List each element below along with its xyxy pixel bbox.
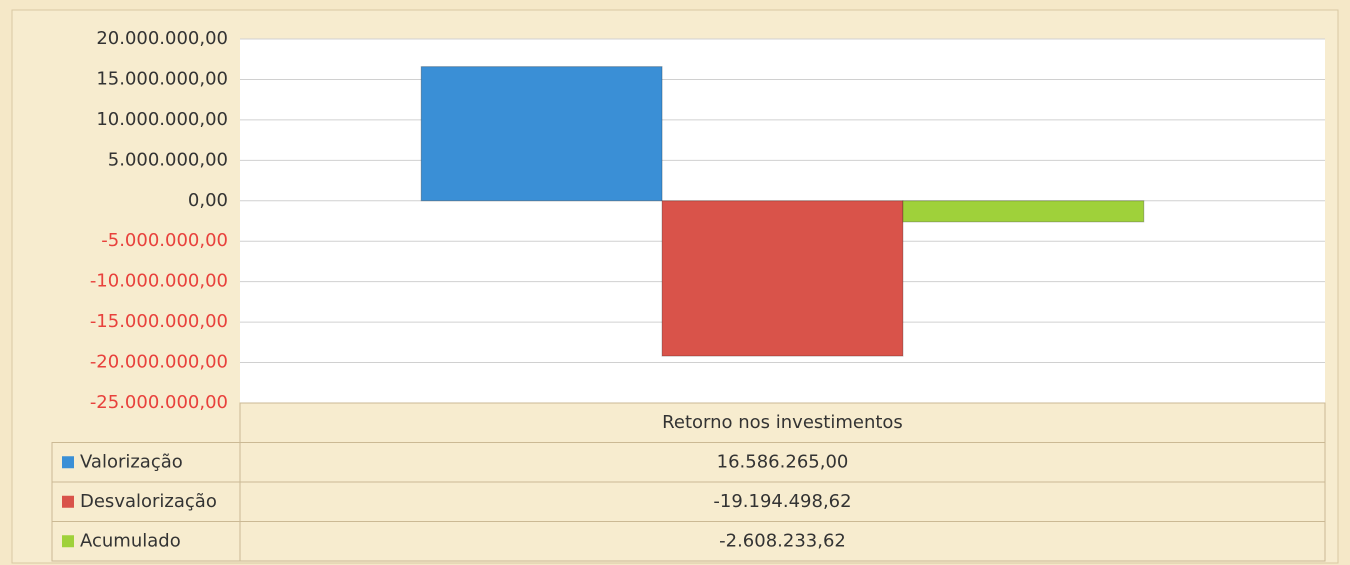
- legend-swatch: [62, 535, 74, 548]
- y-tick-label: -20.000.000,00: [90, 352, 228, 373]
- data-label: 16.586.265,00: [717, 451, 849, 472]
- legend-label: Desvalorização: [80, 491, 217, 512]
- y-tick-label: 10.000.000,00: [96, 109, 228, 130]
- legend-swatch: [62, 495, 74, 508]
- legend-swatch: [62, 456, 74, 469]
- legend-label: Acumulado: [80, 530, 181, 551]
- y-tick-label: -25.000.000,00: [90, 392, 228, 413]
- table-row: [51, 442, 1326, 483]
- bar: [661, 200, 904, 357]
- bar: [902, 200, 1145, 223]
- table-row: [51, 481, 1326, 522]
- bar: [420, 66, 663, 202]
- data-label: -2.608.233,62: [719, 530, 846, 551]
- y-tick-label: -5.000.000,00: [101, 230, 228, 251]
- y-tick-label: 20.000.000,00: [96, 28, 228, 49]
- table-row: [51, 521, 1326, 562]
- table-category: Retorno nos investimentos: [662, 412, 903, 433]
- legend-label: Valorização: [80, 451, 183, 472]
- y-tick-label: 15.000.000,00: [96, 68, 228, 89]
- data-label: -19.194.498,62: [713, 491, 851, 512]
- y-tick-label: 0,00: [188, 190, 228, 211]
- y-tick-label: -10.000.000,00: [90, 271, 228, 292]
- y-tick-label: -15.000.000,00: [90, 311, 228, 332]
- y-tick-label: 5.000.000,00: [108, 149, 228, 170]
